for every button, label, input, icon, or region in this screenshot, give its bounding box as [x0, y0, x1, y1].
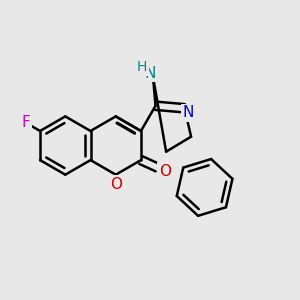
- Text: O: O: [159, 164, 171, 178]
- Text: N: N: [144, 66, 156, 81]
- Text: O: O: [110, 177, 122, 192]
- Text: H: H: [136, 60, 147, 74]
- Text: F: F: [22, 115, 30, 130]
- Text: N: N: [182, 105, 194, 120]
